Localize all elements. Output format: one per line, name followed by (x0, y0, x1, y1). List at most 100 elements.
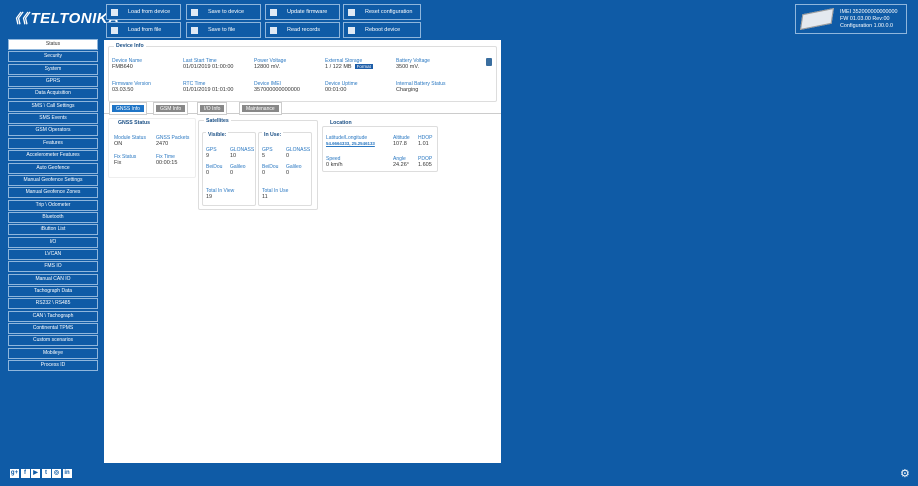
field-label: Internal Battery Status (396, 81, 446, 87)
latlon-link[interactable]: 54.6664333, 25.2546133 (326, 141, 375, 146)
save-icon (191, 8, 198, 16)
altitude-value: 107.8 (393, 141, 407, 147)
glonass-label: GLONASS (286, 147, 311, 153)
galileo-label: Galileo (286, 164, 302, 170)
sidebar-item-continental-tpms[interactable]: Continental TPMS (8, 323, 98, 335)
sidebar-item-lvcan[interactable]: LVCAN (8, 248, 98, 260)
device-image (800, 8, 834, 30)
device-info-group (108, 46, 497, 102)
sidebar-item-custom-scenarios[interactable]: Custom scenarios (8, 335, 98, 347)
altitude-label: Altitude (393, 135, 410, 141)
button-label: Load from file (128, 27, 162, 33)
update-firmware-button[interactable]: Update firmware (265, 4, 340, 20)
button-label: Update firmware (287, 9, 328, 15)
button-label: Reboot device (365, 27, 401, 33)
field-value: 3500 mV. (396, 64, 419, 70)
field-label: Power Voltage (254, 58, 287, 64)
field-value-text: 03.03.50 (112, 87, 134, 93)
tab-maintenance[interactable]: Maintenance (239, 102, 282, 115)
sidebar-item-auto-geofence[interactable]: Auto Geofence (8, 162, 98, 174)
field-value-text: 01/01/2019 01:01:00 (183, 87, 234, 93)
file-icon (111, 26, 118, 34)
format-button[interactable]: Format (354, 64, 373, 69)
inuse-group (258, 132, 312, 206)
inuse-title: In Use: (262, 132, 284, 138)
tab-gsm-info[interactable]: GSM Info (152, 102, 189, 115)
imei-text: IMEI 352000000000000 (840, 9, 898, 15)
reboot-device-button[interactable]: Reboot device (343, 22, 421, 38)
visible-title: Visible: (206, 132, 229, 138)
beidou-label: BeiDou (262, 164, 279, 170)
load-from-device-button[interactable]: Load from device (106, 4, 181, 20)
save-to-file-button[interactable]: Save to file (186, 22, 261, 38)
gear-icon[interactable]: ⚙ (900, 468, 910, 480)
status-panel: Device Info Device Name FMB640 Last Start … (104, 40, 501, 463)
sidebar-item-accelerometer-features[interactable]: Accelerometer Features (8, 150, 98, 162)
field-label: Device Name (112, 58, 143, 64)
sidebar-item-status[interactable]: Status (8, 39, 98, 50)
sidebar-item-data-acquisition[interactable]: Data Acquisition (8, 88, 98, 100)
field-label: Device Uptime (325, 81, 358, 87)
field-value: 01/01/2019 01:01:00 (183, 87, 233, 93)
pdop-value: 1.605 (418, 162, 432, 168)
sidebar-item-rs232-rs485[interactable]: RS232 \ RS485 (8, 298, 98, 310)
sidebar-item-manual-geofence-zones[interactable]: Manual Geofence Zones (8, 187, 98, 199)
reboot-icon (348, 26, 355, 34)
sidebar-item-trip-odometer[interactable]: Trip \ Odometer (8, 199, 98, 211)
sidebar-item-features[interactable]: Features (8, 137, 98, 149)
total-value: 11 (262, 194, 268, 200)
tab-gnss-info[interactable]: GNSS Info (109, 102, 147, 115)
glonass-value: 0 (286, 153, 290, 159)
sidebar-item-manual-can-io[interactable]: Manual CAN IO (8, 273, 98, 285)
total-value: 19 (206, 194, 213, 200)
sidebar-item-manual-geofence-settings[interactable]: Manual Geofence Settings (8, 174, 98, 186)
galileo-value: 0 (230, 170, 234, 176)
sidebar-item-i-o[interactable]: I/O (8, 236, 98, 248)
tab-i-o-info[interactable]: I/O Info (196, 102, 228, 115)
visible-group (202, 132, 256, 206)
sidebar-item-gprs[interactable]: GPRS (8, 76, 98, 88)
sidebar-item-ibutton-list[interactable]: iButton List (8, 224, 98, 236)
sidebar-item-security[interactable]: Security (8, 51, 98, 63)
sidebar-item-sms-events[interactable]: SMS Events (8, 113, 98, 125)
save-to-device-button[interactable]: Save to device (186, 4, 261, 20)
export-icon[interactable] (486, 58, 492, 66)
sidebar-item-mobileye[interactable]: Mobileye (8, 347, 98, 359)
load-from-file-button[interactable]: Load from file (106, 22, 181, 38)
field-label: Battery Voltage (396, 58, 430, 64)
field-label: Firmware Version (112, 81, 151, 87)
sidebar-item-bluetooth[interactable]: Bluetooth (8, 211, 98, 223)
reset-icon (348, 8, 355, 16)
gps-label: GPS (206, 147, 217, 153)
button-label: Reset configuration (365, 9, 413, 15)
sidebar-item-sms-call-settings[interactable]: SMS \ Call Settings (8, 100, 98, 112)
google-icon[interactable]: g+ (10, 469, 19, 478)
sidebar-item-can-tachograph[interactable]: CAN \ Tachograph (8, 310, 98, 322)
youtube-icon[interactable]: ▶ (31, 469, 40, 478)
fw-text: FW 01.03.00 Rev:00 (840, 16, 890, 22)
fix-time-value: 00:00:15 (156, 160, 178, 166)
sidebar-item-tachograph-data[interactable]: Tachograph Data (8, 286, 98, 297)
footer-bar (0, 465, 918, 486)
reset-configuration-button[interactable]: Reset configuration (343, 4, 421, 20)
galileo-label: Galileo (230, 164, 246, 170)
config-text: Configuration 1.00.0.0 (840, 23, 894, 29)
field-value: 01/01/2019 01:00:00 (183, 64, 233, 70)
field-value: FMB640 (112, 64, 133, 70)
instagram-icon[interactable]: ◎ (52, 469, 61, 478)
field-value-text: FMB640 (112, 64, 133, 70)
hdop-value: 1.01 (418, 141, 429, 147)
sidebar-item-gsm-operators[interactable]: GSM Operators (8, 125, 98, 137)
gps-value: 9 (206, 153, 210, 159)
speed-value: 0 km/h (326, 162, 343, 168)
linkedin-icon[interactable]: in (62, 469, 72, 478)
facebook-icon[interactable]: f (20, 469, 30, 478)
sidebar-item-process-id[interactable]: Process ID (8, 360, 98, 372)
sidebar-item-system[interactable]: System (8, 63, 98, 75)
speed-label: Speed (326, 156, 341, 162)
twitter-icon[interactable]: t (41, 469, 51, 478)
location-title: Location (328, 120, 354, 126)
sidebar-item-fms-io[interactable]: FMS IO (8, 261, 98, 273)
read-records-button[interactable]: Read records (265, 22, 340, 38)
